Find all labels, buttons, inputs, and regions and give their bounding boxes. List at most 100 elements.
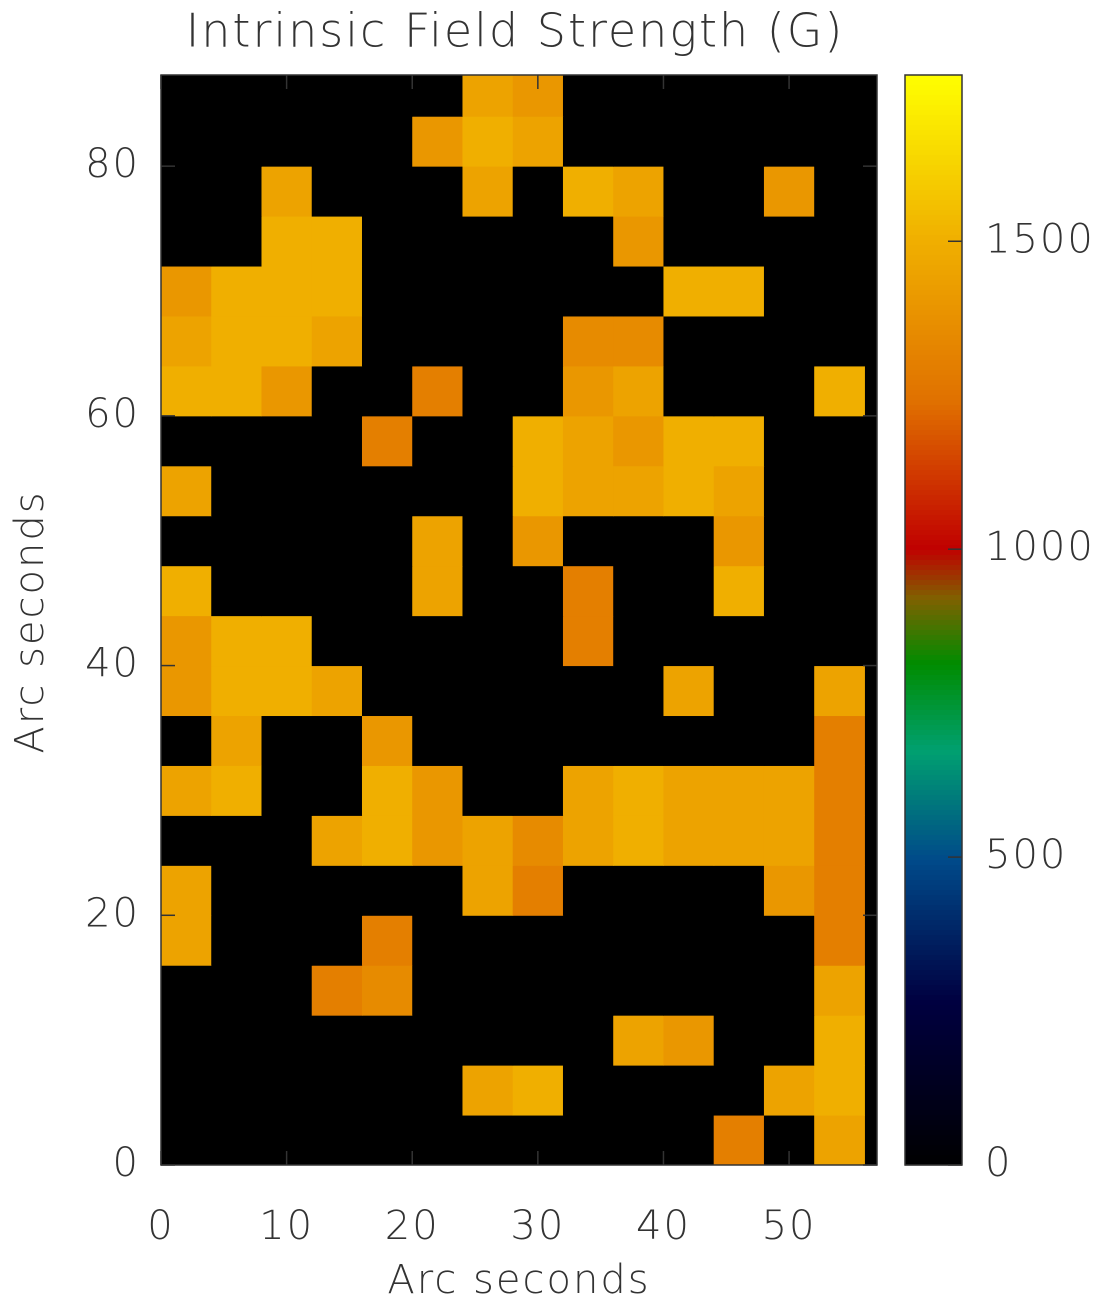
colorbar-strip: [905, 475, 962, 481]
heatmap-cell: [714, 516, 765, 566]
heatmap-cell: [462, 416, 513, 466]
heatmap-cell: [211, 516, 262, 566]
x-tick-label: 40: [636, 1203, 691, 1249]
heatmap-cell: [714, 616, 765, 666]
colorbar-tick-label: 500: [985, 832, 1067, 878]
heatmap-cell: [161, 516, 212, 566]
colorbar-strip: [905, 515, 962, 521]
heatmap-cell: [261, 666, 312, 716]
heatmap-cell: [362, 316, 413, 366]
heatmap-cell: [462, 965, 513, 1015]
colorbar-strip: [905, 140, 962, 146]
heatmap-cell: [312, 616, 363, 666]
colorbar-strip: [905, 970, 962, 976]
heatmap-cell: [764, 416, 815, 466]
colorbar-strip: [905, 550, 962, 556]
heatmap-cell: [563, 466, 614, 516]
heatmap-cell: [714, 566, 765, 616]
heatmap-cell: [513, 865, 564, 915]
heatmap-cell: [462, 815, 513, 865]
colorbar-strip: [905, 760, 962, 766]
colorbar-strip: [905, 580, 962, 586]
heatmap-cell: [663, 566, 714, 616]
heatmap-cell: [563, 166, 614, 216]
colorbar-strip: [905, 120, 962, 126]
heatmap-cell: [714, 716, 765, 766]
colorbar-strip: [905, 925, 962, 931]
heatmap-cell: [513, 815, 564, 865]
heatmap-cell: [814, 166, 865, 216]
heatmap-cell: [362, 915, 413, 965]
colorbar-strip: [905, 570, 962, 576]
colorbar-strip: [905, 525, 962, 531]
colorbar-strip: [905, 245, 962, 251]
heatmap-cell: [211, 366, 262, 416]
heatmap-cell: [312, 1115, 363, 1165]
heatmap-cell: [261, 616, 312, 666]
heatmap-cell: [211, 1065, 262, 1115]
heatmap-cell: [362, 216, 413, 266]
heatmap-cell: [714, 316, 765, 366]
colorbar-strip: [905, 1115, 962, 1121]
colorbar-strip: [905, 985, 962, 991]
heatmap-cell: [613, 815, 664, 865]
colorbar-strip: [905, 830, 962, 836]
colorbar-strip: [905, 835, 962, 841]
colorbar-strip: [905, 620, 962, 626]
colorbar-strip: [905, 345, 962, 351]
heatmap-cell: [663, 366, 714, 416]
heatmap-cell: [764, 266, 815, 316]
y-tick-label: 60: [85, 391, 140, 437]
heatmap-cell: [412, 1115, 463, 1165]
colorbar-strip: [905, 415, 962, 421]
colorbar-strip: [905, 430, 962, 436]
heatmap-cell: [563, 666, 614, 716]
heatmap-cell: [462, 216, 513, 266]
heatmap-cell: [312, 915, 363, 965]
heatmap-cell: [663, 1065, 714, 1115]
colorbar-strip: [905, 750, 962, 756]
colorbar-strip: [905, 715, 962, 721]
heatmap-cell: [714, 815, 765, 865]
colorbar-strip: [905, 1050, 962, 1056]
heatmap-cell: [714, 765, 765, 815]
heatmap-cell: [663, 865, 714, 915]
heatmap-cell: [211, 965, 262, 1015]
heatmap-cell: [513, 366, 564, 416]
heatmap-cell: [513, 1065, 564, 1115]
colorbar-strip: [905, 565, 962, 571]
heatmap-cell: [362, 765, 413, 815]
heatmap-cell: [312, 1065, 363, 1115]
colorbar-strip: [905, 555, 962, 561]
y-tick-label: 0: [113, 1140, 140, 1186]
heatmap-cell: [161, 266, 212, 316]
heatmap-cell: [161, 1115, 212, 1165]
heatmap-cell: [312, 666, 363, 716]
colorbar-strip: [905, 190, 962, 196]
colorbar-strip: [905, 1075, 962, 1081]
colorbar-strip: [905, 360, 962, 366]
heatmap-cell: [563, 915, 614, 965]
heatmap-cell: [513, 616, 564, 666]
colorbar-tick-label: 1000: [985, 524, 1095, 570]
colorbar-strip: [905, 920, 962, 926]
heatmap-cell: [312, 1015, 363, 1065]
colorbar-strip: [905, 755, 962, 761]
x-tick-label: 30: [510, 1203, 565, 1249]
colorbar-strip: [905, 260, 962, 266]
colorbar-strip: [905, 365, 962, 371]
heatmap-cell: [161, 566, 212, 616]
heatmap-cell: [814, 1015, 865, 1065]
colorbar-strip: [905, 315, 962, 321]
colorbar-strip: [905, 1005, 962, 1011]
heatmap-cell: [714, 666, 765, 716]
heatmap-cell: [161, 915, 212, 965]
heatmap-cell: [814, 566, 865, 616]
heatmap-cell: [563, 865, 614, 915]
colorbar-strip: [905, 915, 962, 921]
heatmap-cell: [513, 516, 564, 566]
colorbar-strip: [905, 485, 962, 491]
colorbar-strip: [905, 950, 962, 956]
colorbar-strip: [905, 1110, 962, 1116]
